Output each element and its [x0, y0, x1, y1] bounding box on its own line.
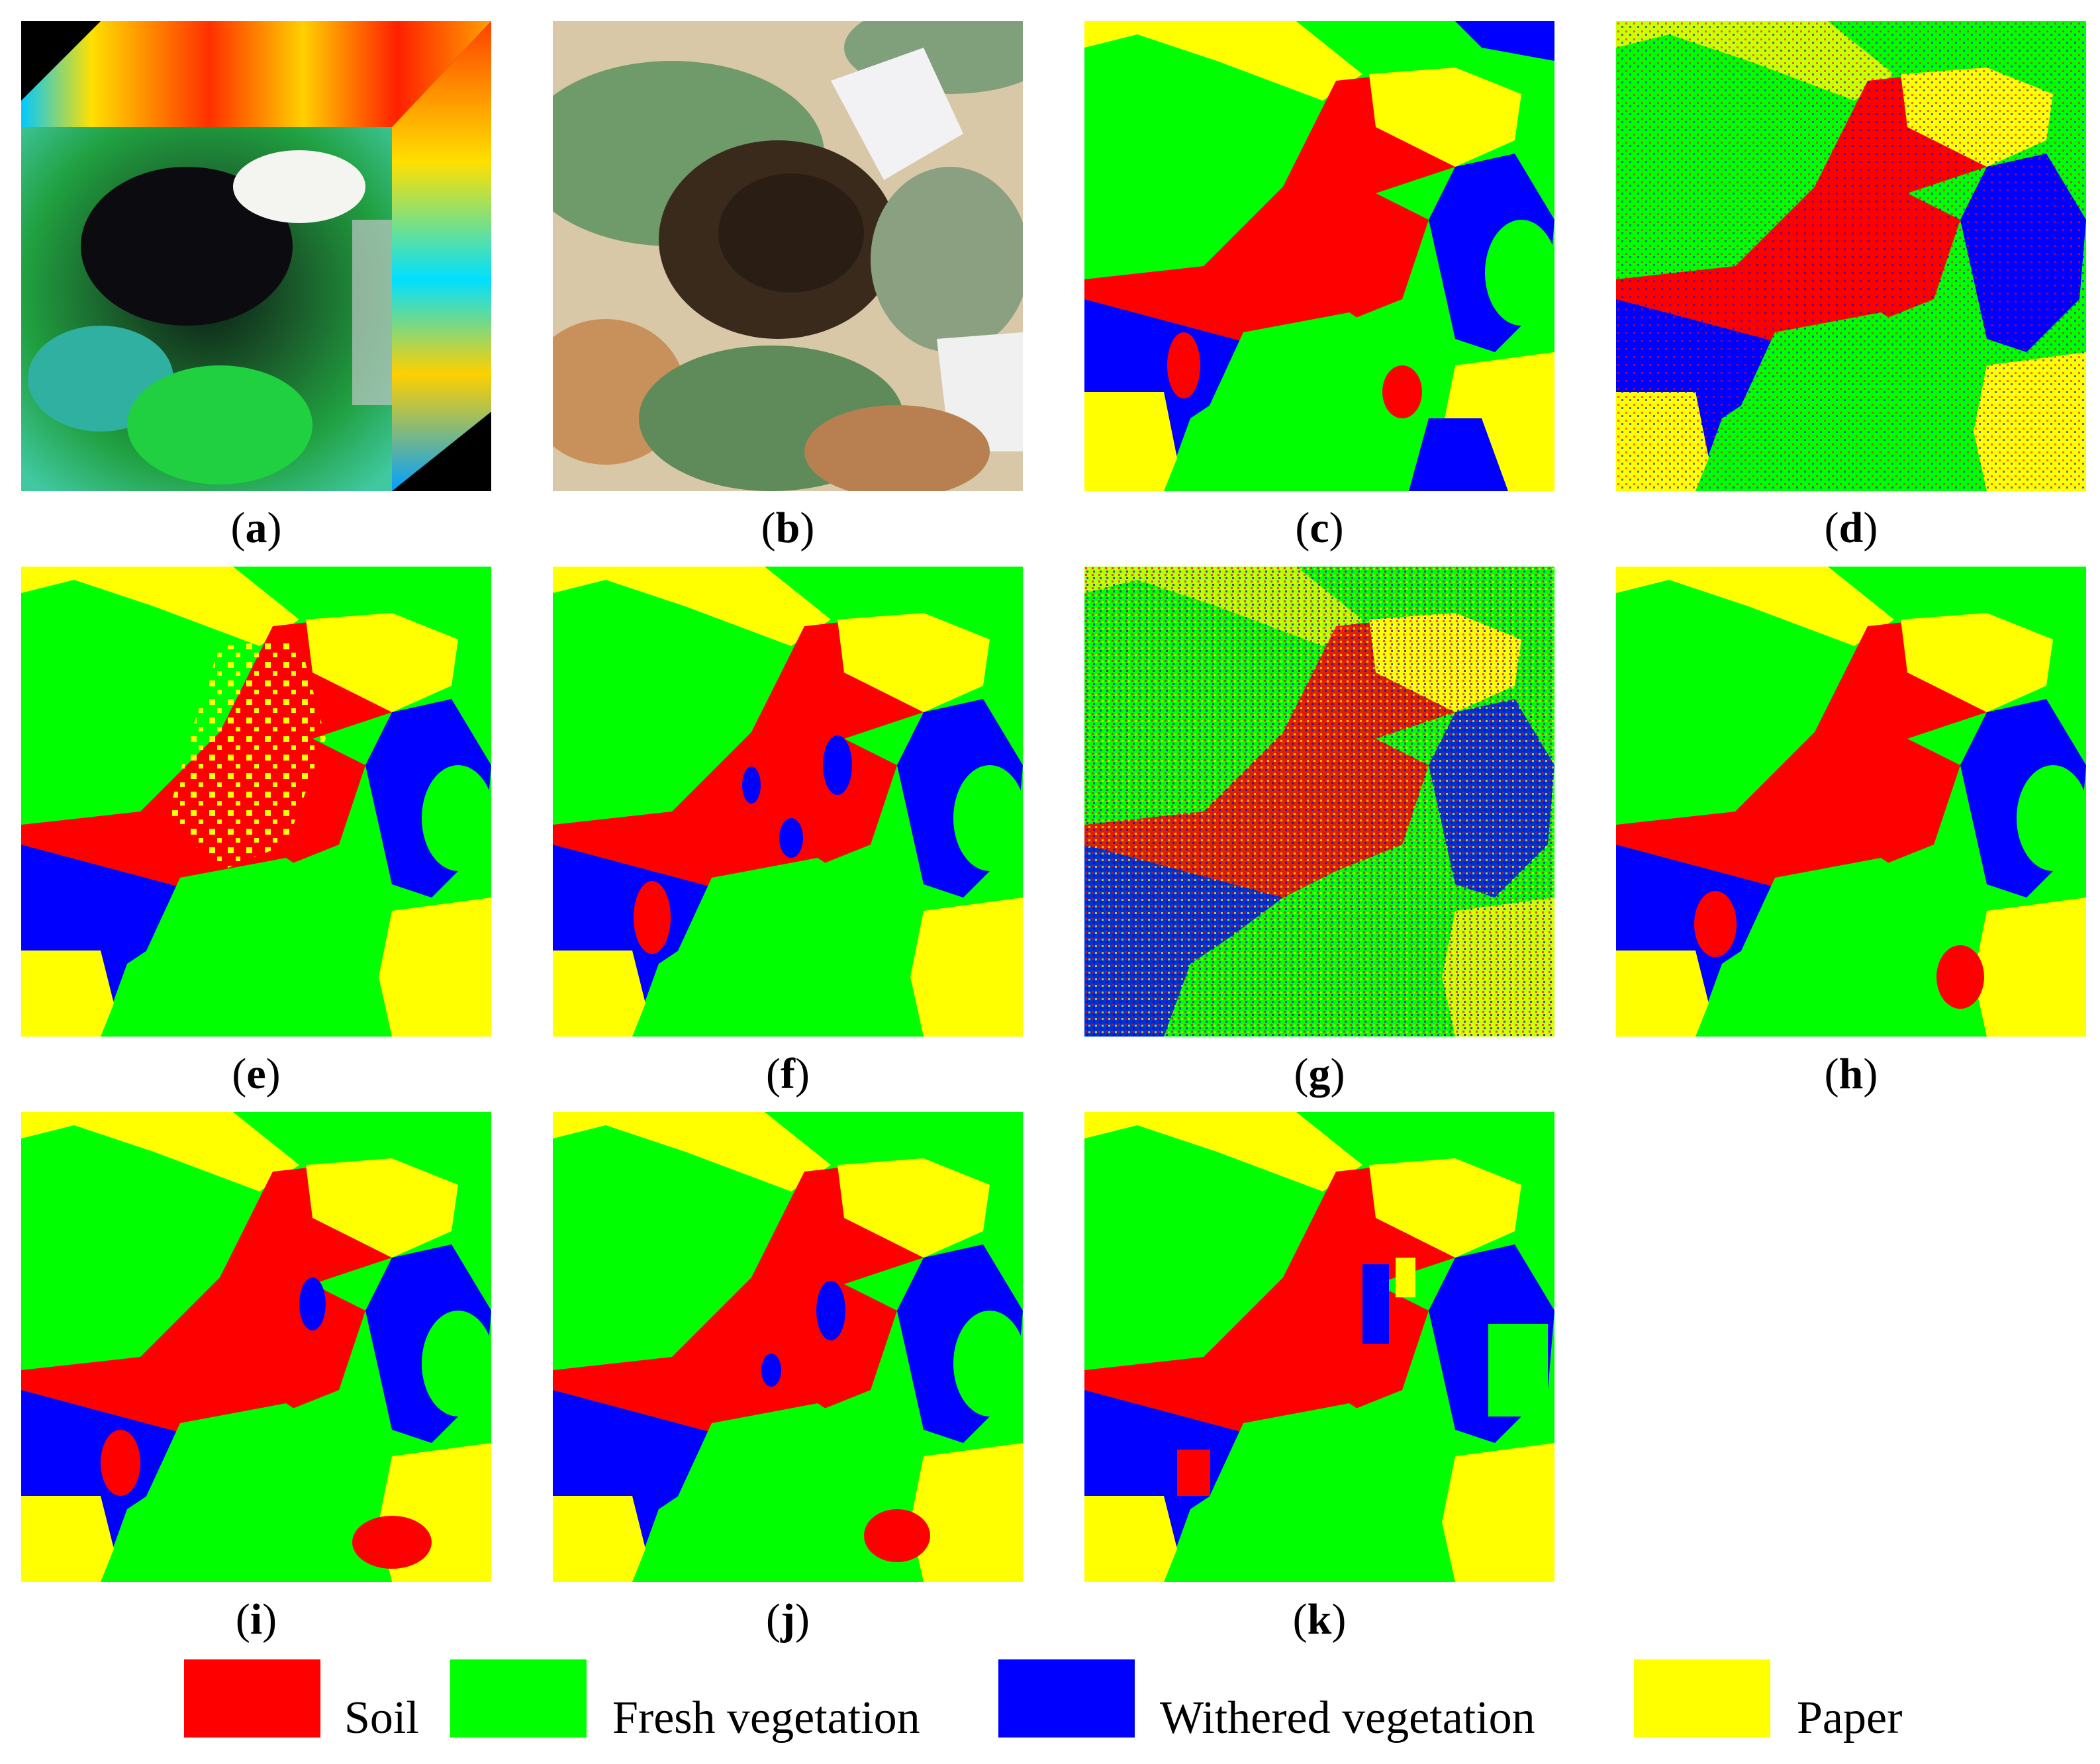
- panel-d-segmentation: [1616, 21, 2086, 491]
- segmentation-map-c: [1084, 21, 1554, 491]
- caption-i: (i): [235, 1595, 277, 1644]
- legend-swatch-withered-vegetation: [998, 1659, 1135, 1738]
- segmentation-map-k: [1084, 1112, 1554, 1582]
- caption-e: (e): [232, 1050, 281, 1098]
- caption-c: (c): [1295, 504, 1344, 552]
- segmentation-map-i: [21, 1112, 491, 1582]
- legend-swatch-paper: [1634, 1659, 1770, 1738]
- caption-a: (a): [230, 504, 282, 552]
- legend-swatch-fresh-vegetation: [450, 1659, 587, 1738]
- legend-label-soil: Soil: [344, 1693, 419, 1743]
- segmentation-map-d: [1616, 21, 2086, 491]
- panel-e-segmentation: [21, 567, 491, 1037]
- caption-b: (b): [761, 504, 815, 552]
- panel-h-segmentation: [1616, 567, 2086, 1037]
- segmentation-map-j: [553, 1112, 1023, 1582]
- legend-label-fresh-vegetation: Fresh vegetation: [612, 1693, 920, 1743]
- panel-c-segmentation: [1084, 21, 1554, 491]
- segmentation-map-e: [21, 567, 491, 1037]
- caption-k: (k): [1292, 1595, 1347, 1644]
- legend-swatch-soil: [184, 1659, 320, 1738]
- caption-j: (j): [766, 1595, 810, 1644]
- segmentation-map-g: [1084, 567, 1554, 1037]
- rgb-photo: [553, 21, 1023, 491]
- panel-i-segmentation: [21, 1112, 491, 1582]
- hypercube-image: [21, 21, 491, 491]
- segmentation-map-f: [553, 567, 1023, 1037]
- caption-f: (f): [766, 1050, 810, 1098]
- panel-b-photo: [553, 21, 1023, 491]
- caption-d: (d): [1824, 504, 1878, 552]
- panel-j-segmentation: [553, 1112, 1023, 1582]
- legend-label-withered-vegetation: Withered vegetation: [1160, 1693, 1535, 1743]
- panel-k-segmentation: [1084, 1112, 1554, 1582]
- panel-f-segmentation: [553, 567, 1023, 1037]
- caption-g: (g): [1294, 1050, 1345, 1098]
- panel-g-segmentation: [1084, 567, 1554, 1037]
- segmentation-map-h: [1616, 567, 2086, 1037]
- caption-h: (h): [1824, 1050, 1878, 1098]
- panel-a-hypercube: [21, 21, 491, 491]
- legend-label-paper: Paper: [1797, 1693, 1903, 1743]
